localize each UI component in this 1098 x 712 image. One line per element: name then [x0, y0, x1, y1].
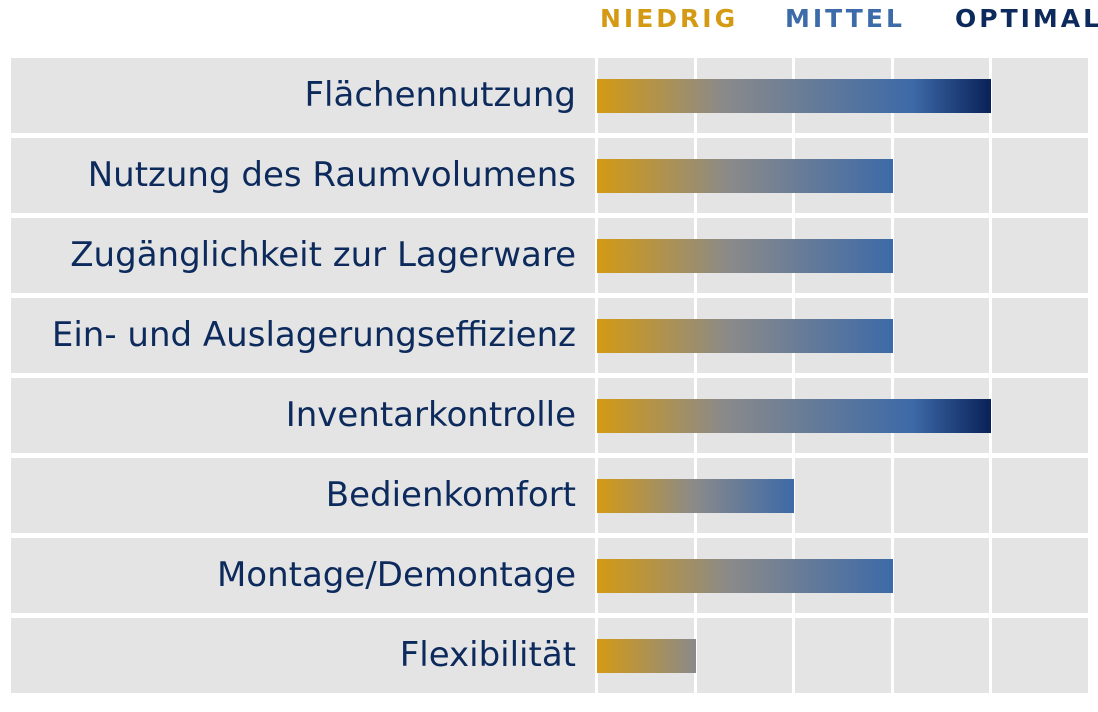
category-label: Montage/Demontage: [216, 555, 576, 595]
grid-line: [1088, 58, 1091, 693]
legend-item-mittel: MITTEL: [785, 4, 905, 33]
bar: [597, 238, 893, 273]
bar: [597, 478, 794, 513]
category-label: Nutzung des Raumvolumens: [87, 155, 576, 195]
bar: [597, 158, 893, 193]
grid-line: [989, 58, 992, 693]
grid-line: [595, 58, 598, 693]
category-label: Flächennutzung: [304, 75, 576, 115]
category-label: Bedienkomfort: [325, 475, 576, 515]
category-label: Inventarkontrolle: [285, 395, 576, 435]
row-background: [11, 298, 1088, 373]
row-background: [11, 218, 1088, 293]
row-background: [11, 458, 1088, 533]
grid-line: [694, 58, 697, 693]
row-background: [11, 138, 1088, 213]
row-background: [11, 618, 1088, 693]
bar: [597, 398, 991, 433]
grid-line: [891, 58, 894, 693]
category-label: Ein- und Auslagerungseffizienz: [51, 315, 576, 355]
bar: [597, 638, 696, 673]
grid-line: [792, 58, 795, 693]
bar: [597, 558, 893, 593]
bar: [597, 78, 991, 113]
category-label: Zugänglichkeit zur Lagerware: [70, 235, 576, 275]
row-background: [11, 538, 1088, 613]
legend-item-optimal: OPTIMAL: [955, 4, 1098, 33]
bar: [597, 318, 893, 353]
category-label: Flexibilität: [399, 635, 576, 675]
legend-item-niedrig: NIEDRIG: [600, 4, 739, 33]
